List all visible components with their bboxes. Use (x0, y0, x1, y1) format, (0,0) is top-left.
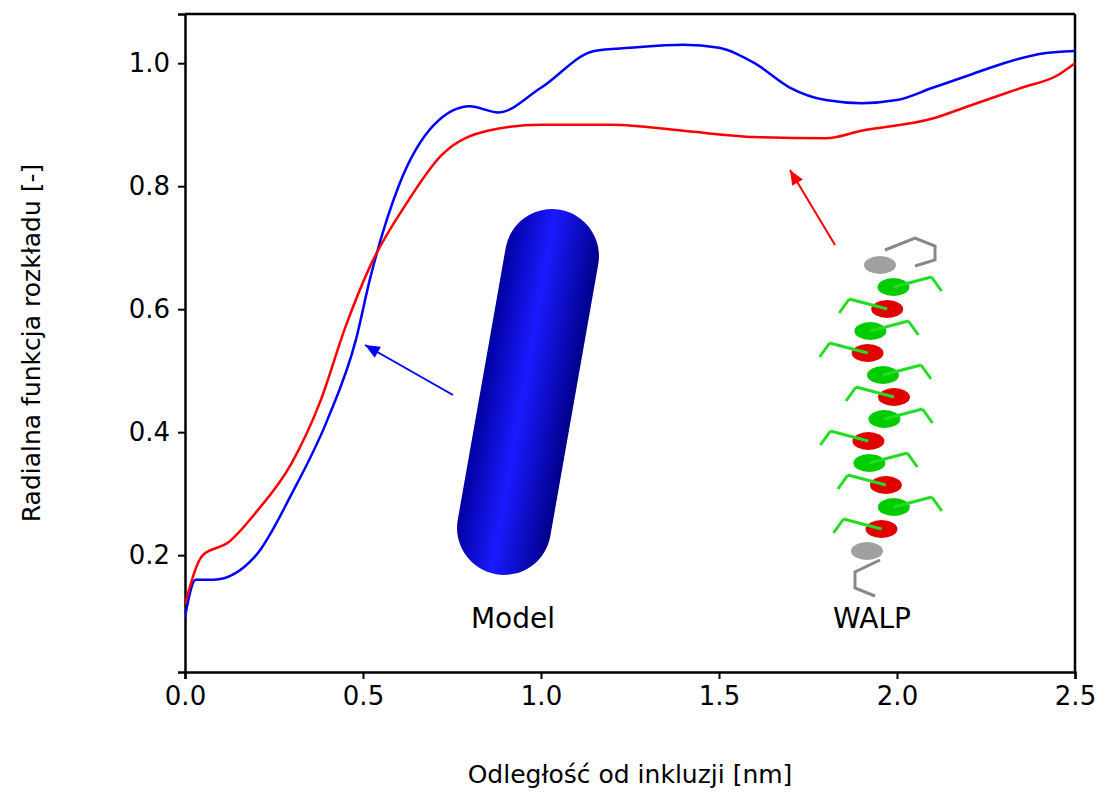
x-tick-label: 2.5 (1055, 681, 1096, 711)
side-chain (870, 321, 908, 331)
series-line (185, 45, 1075, 617)
x-axis: 0.0 0.5 1.0 1.5 2.0 2.5 (165, 672, 1096, 711)
lines (185, 45, 1075, 617)
y-axis-title: Radialna funkcja rozkładu [-] (17, 164, 46, 523)
x-tick-label: 0.0 (165, 681, 206, 711)
side-chain (894, 497, 932, 507)
frame (185, 13, 1075, 16)
x-axis-title: Odległość od inkluzji [nm] (468, 760, 793, 789)
side-chain (893, 277, 931, 287)
x-tick: 0.5 (343, 672, 384, 711)
side-chain (820, 431, 830, 445)
model-illustration (450, 202, 607, 583)
y-tick-label: 0.2 (129, 540, 170, 570)
y-tick: 0.8 (129, 171, 185, 201)
x-tick-label: 0.5 (343, 681, 384, 711)
y-tick-mark (178, 63, 185, 65)
walp-illustration (820, 238, 942, 596)
side-chain (884, 409, 922, 419)
side-chain (932, 497, 942, 511)
y-tick: 1.0 (129, 48, 185, 78)
series-label: Model (471, 602, 555, 635)
side-chain (922, 409, 932, 423)
y-tick-label: 0.4 (129, 417, 170, 447)
series-line (185, 63, 1075, 604)
side-chain (883, 365, 921, 375)
y-tick-label: 1.0 (129, 48, 170, 78)
side-chain (921, 365, 931, 379)
y-tick-mark (178, 309, 185, 311)
arrow-head (365, 345, 381, 358)
side-chain (830, 343, 868, 353)
y-tick: 0.6 (129, 294, 185, 324)
x-tick-mark (897, 672, 899, 679)
x-tick: 1.0 (521, 672, 562, 711)
side-chain (908, 321, 918, 335)
y-tick: 0.4 (129, 417, 185, 447)
side-chain (869, 453, 907, 463)
y-axis: 0.2 0.4 0.6 0.8 1.0 (129, 15, 186, 673)
y-tick-label: 0.6 (129, 294, 170, 324)
y-tick-mark (178, 432, 185, 434)
side-chain (834, 519, 844, 533)
x-tick-mark (1075, 672, 1077, 679)
x-tick-label: 1.5 (699, 681, 740, 711)
side-chain (839, 299, 849, 313)
side-chain (856, 387, 894, 397)
x-tick: 0.0 (165, 672, 206, 711)
side-chain (848, 475, 886, 485)
series-label: WALP (833, 602, 911, 635)
side-chain (907, 453, 917, 467)
side-chain (830, 431, 868, 441)
side-chain (885, 238, 935, 266)
helix-segment (851, 542, 883, 560)
x-tick-mark (719, 672, 721, 679)
y-tick-label: 0.8 (129, 171, 170, 201)
frame (1074, 14, 1077, 672)
x-tick-mark (541, 672, 543, 679)
side-chain (844, 519, 882, 529)
side-chain (838, 475, 848, 489)
arrow (365, 345, 453, 395)
chart: 0.0 0.5 1.0 1.5 2.0 2.5 0.2 0.4 0.6 0.8 1.0 Odległo… (0, 0, 1106, 805)
arrow (790, 170, 835, 245)
x-axis-line (186, 673, 1076, 680)
arrow-head (790, 170, 803, 186)
side-chain (820, 343, 830, 357)
x-tick: 2.5 (1055, 672, 1096, 711)
y-tick-mark (178, 186, 185, 188)
side-chain (855, 560, 880, 596)
y-tick-mark (178, 555, 185, 557)
x-tick: 1.5 (699, 672, 740, 711)
x-tick-label: 2.0 (877, 681, 918, 711)
x-tick-mark (363, 672, 365, 679)
x-tick: 2.0 (877, 672, 918, 711)
side-chain (931, 277, 941, 291)
capsule (450, 202, 607, 583)
side-chain (849, 299, 887, 309)
helix-segment (864, 256, 896, 274)
y-axis-line (178, 15, 186, 673)
x-tick-label: 1.0 (521, 681, 562, 711)
y-tick: 0.2 (129, 540, 185, 570)
side-chain (846, 387, 856, 401)
